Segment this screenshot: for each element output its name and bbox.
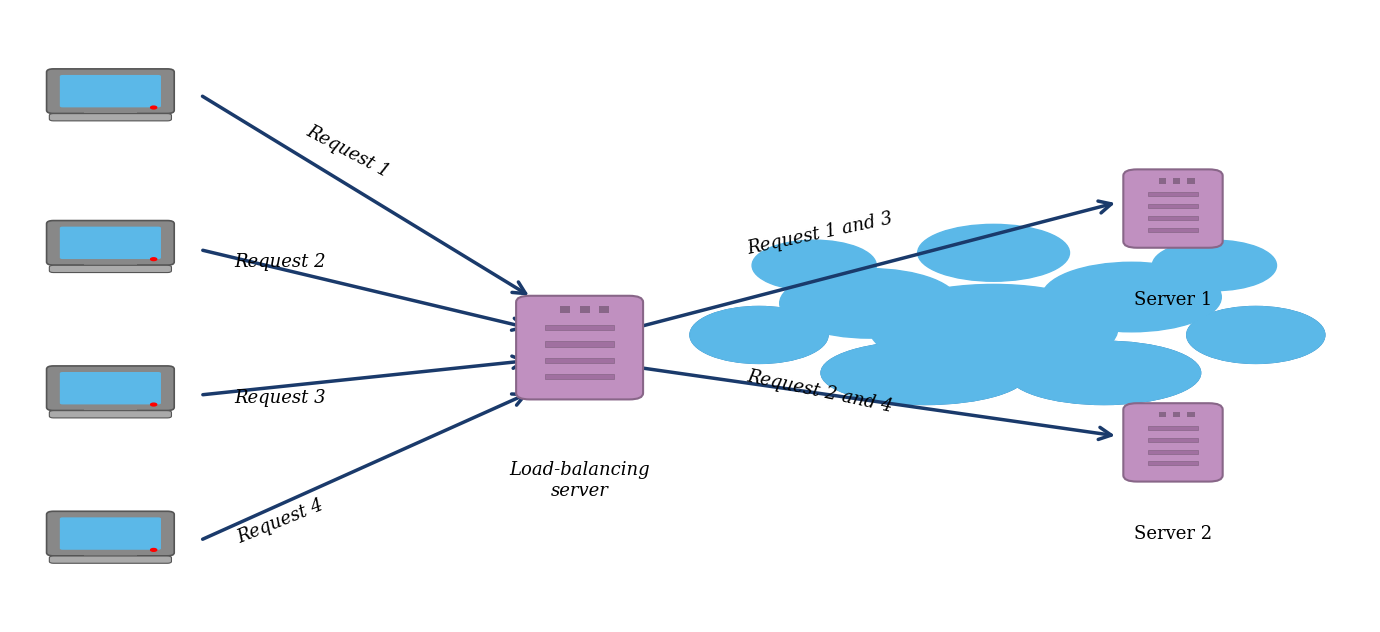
Ellipse shape bbox=[1152, 240, 1276, 291]
Text: Load-balancing
server: Load-balancing server bbox=[509, 461, 650, 500]
Ellipse shape bbox=[752, 240, 876, 291]
Bar bbox=[1173, 178, 1180, 183]
Bar bbox=[84, 409, 137, 411]
FancyBboxPatch shape bbox=[47, 366, 174, 411]
FancyBboxPatch shape bbox=[50, 411, 171, 418]
Text: Server 1: Server 1 bbox=[1134, 291, 1212, 308]
Ellipse shape bbox=[821, 341, 1028, 404]
FancyBboxPatch shape bbox=[59, 372, 161, 404]
Ellipse shape bbox=[918, 224, 1070, 281]
Ellipse shape bbox=[1042, 262, 1221, 332]
FancyBboxPatch shape bbox=[47, 511, 174, 556]
FancyBboxPatch shape bbox=[59, 75, 161, 107]
FancyBboxPatch shape bbox=[47, 69, 174, 114]
FancyBboxPatch shape bbox=[47, 221, 174, 265]
FancyBboxPatch shape bbox=[50, 556, 171, 563]
FancyBboxPatch shape bbox=[50, 114, 171, 121]
Ellipse shape bbox=[821, 341, 1028, 404]
Bar bbox=[1148, 204, 1198, 208]
Bar bbox=[580, 306, 589, 313]
FancyBboxPatch shape bbox=[59, 518, 161, 550]
Bar bbox=[1148, 228, 1198, 231]
Bar bbox=[560, 306, 570, 313]
Ellipse shape bbox=[690, 307, 828, 363]
Text: Server 2: Server 2 bbox=[1134, 525, 1212, 542]
FancyBboxPatch shape bbox=[1123, 169, 1223, 248]
Circle shape bbox=[150, 403, 157, 406]
Bar bbox=[1148, 438, 1198, 442]
Text: Request 1 and 3: Request 1 and 3 bbox=[745, 210, 894, 258]
Circle shape bbox=[150, 106, 157, 109]
Ellipse shape bbox=[780, 269, 959, 338]
Bar bbox=[1159, 178, 1166, 183]
Bar bbox=[599, 306, 610, 313]
Bar bbox=[99, 107, 121, 112]
Bar bbox=[1148, 461, 1198, 465]
Bar bbox=[84, 112, 137, 114]
Bar bbox=[99, 549, 121, 554]
Bar bbox=[1187, 178, 1195, 183]
Text: Request 2 and 4: Request 2 and 4 bbox=[745, 368, 894, 416]
Bar bbox=[1187, 412, 1195, 417]
Bar bbox=[1148, 426, 1198, 430]
Bar bbox=[1148, 449, 1198, 454]
Circle shape bbox=[150, 258, 157, 260]
FancyBboxPatch shape bbox=[59, 227, 161, 259]
Circle shape bbox=[150, 549, 157, 551]
Bar bbox=[545, 374, 614, 379]
FancyBboxPatch shape bbox=[50, 265, 171, 272]
Bar bbox=[84, 264, 137, 265]
Ellipse shape bbox=[1007, 341, 1201, 404]
Bar bbox=[84, 554, 137, 556]
Bar bbox=[1173, 412, 1180, 417]
Ellipse shape bbox=[1007, 341, 1201, 404]
Ellipse shape bbox=[690, 307, 828, 363]
Text: Request 4: Request 4 bbox=[235, 496, 326, 547]
FancyBboxPatch shape bbox=[1123, 403, 1223, 482]
Bar bbox=[545, 325, 614, 331]
Ellipse shape bbox=[1187, 307, 1325, 363]
Text: Request 1: Request 1 bbox=[304, 122, 393, 181]
Bar bbox=[99, 258, 121, 264]
Bar bbox=[545, 358, 614, 363]
Bar bbox=[1148, 216, 1198, 220]
Bar bbox=[1148, 192, 1198, 196]
FancyBboxPatch shape bbox=[516, 296, 643, 399]
Text: Request 3: Request 3 bbox=[235, 389, 326, 407]
Bar bbox=[545, 341, 614, 347]
Ellipse shape bbox=[869, 284, 1118, 373]
Ellipse shape bbox=[1187, 307, 1325, 363]
Text: Request 2: Request 2 bbox=[235, 253, 326, 271]
Bar bbox=[99, 404, 121, 409]
Bar bbox=[1159, 412, 1166, 417]
